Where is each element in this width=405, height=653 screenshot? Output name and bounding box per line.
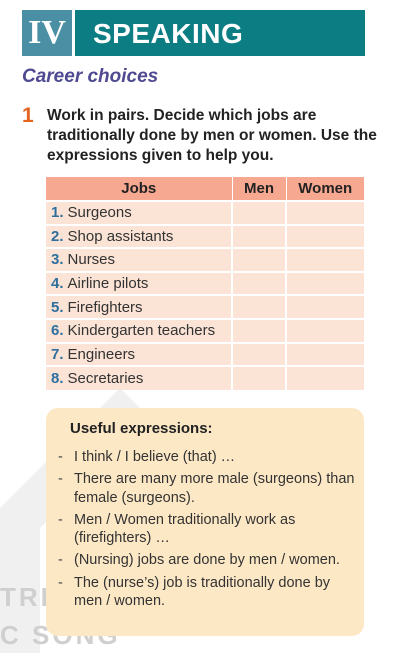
job-cell: 5. Firefighters [46, 294, 233, 319]
row-number: 1. [51, 204, 64, 222]
list-item: - There are many more male (surgeons) tha… [58, 470, 358, 507]
job-name: Secretaries [67, 369, 144, 387]
jobs-table: Jobs Men Women 1. Surgeons 2. Shop assista… [46, 177, 364, 390]
men-cell[interactable] [232, 365, 287, 390]
column-header-women: Women [286, 177, 364, 201]
row-number: 5. [51, 298, 64, 316]
task-instructions: Work in pairs. Decide which jobs are tra… [47, 107, 377, 164]
row-number: 3. [51, 251, 64, 269]
table-row: 4. Airline pilots [46, 270, 364, 296]
table-header-row: Jobs Men Women [46, 177, 364, 201]
column-header-jobs: Jobs [46, 177, 233, 201]
job-cell: 2. Shop assistants [46, 223, 233, 249]
table-row: 5. Firefighters [46, 294, 364, 319]
job-name: Airline pilots [67, 275, 149, 293]
row-number: 2. [51, 227, 64, 245]
job-name: Kindergarten teachers [67, 322, 216, 340]
table-row: 8. Secretaries [46, 365, 364, 390]
men-cell[interactable] [232, 270, 287, 296]
lesson-subtitle: Career choices [22, 66, 159, 87]
useful-expressions-title: Useful expressions: [70, 420, 213, 437]
women-cell[interactable] [286, 200, 364, 225]
job-cell: 6. Kindergarten teachers [46, 317, 233, 343]
table-row: 1. Surgeons [46, 200, 364, 225]
job-cell: 3. Nurses [46, 247, 233, 272]
women-cell[interactable] [286, 365, 364, 390]
section-numeral: IV [22, 10, 72, 56]
useful-expressions-box: Useful expressions: -I think / I believe… [46, 408, 364, 636]
women-cell[interactable] [286, 294, 364, 319]
men-cell[interactable] [232, 294, 287, 319]
table-row: 6. Kindergarten teachers [46, 317, 364, 343]
dash-bullet: - [58, 511, 63, 528]
expression-text: There are many more male (surgeons) than… [74, 471, 355, 506]
men-cell[interactable] [232, 223, 287, 249]
men-cell[interactable] [232, 341, 287, 367]
dash-bullet: - [58, 574, 63, 591]
job-cell: 7. Engineers [46, 341, 233, 367]
table-row: 7. Engineers [46, 341, 364, 367]
men-cell[interactable] [232, 200, 287, 225]
women-cell[interactable] [286, 223, 364, 249]
list-item: - (Nursing) jobs are done by men / women. [58, 551, 358, 570]
expression-text: The (nurse’s) job is traditionally done … [74, 574, 331, 610]
job-name: Shop assistants [67, 227, 174, 245]
list-item: - Men / Women traditionally work as (fire… [58, 511, 358, 548]
section-header: IV SPEAKING [22, 10, 365, 56]
dash-bullet: - [58, 449, 63, 465]
women-cell[interactable] [286, 341, 364, 367]
expression-text: Men / Women traditionally work as (firef… [74, 511, 296, 547]
column-header-men: Men [232, 177, 287, 201]
section-title: SPEAKING [75, 10, 365, 56]
women-cell[interactable] [286, 270, 364, 296]
job-name: Firefighters [67, 298, 143, 316]
job-name: Nurses [67, 251, 116, 269]
men-cell[interactable] [232, 247, 287, 272]
table-row: 2. Shop assistants [46, 223, 364, 249]
expression-text: I think / I believe (that) … [74, 449, 236, 465]
women-cell[interactable] [286, 247, 364, 272]
dash-bullet: - [58, 552, 63, 569]
row-number: 4. [51, 275, 64, 293]
row-number: 7. [51, 345, 64, 363]
list-item: -I think / I believe (that) … [58, 448, 358, 467]
job-name: Surgeons [67, 204, 132, 222]
dash-bullet: - [58, 471, 63, 488]
job-cell: 1. Surgeons [46, 200, 233, 225]
expressions-list: -I think / I believe (that) … - There are… [58, 448, 358, 614]
list-item: - The (nurse’s) job is traditionally done… [58, 574, 358, 611]
job-name: Engineers [67, 345, 136, 363]
job-cell: 8. Secretaries [46, 365, 233, 390]
expression-text: (Nursing) jobs are done by men / women. [74, 552, 340, 569]
row-number: 8. [51, 369, 64, 387]
men-cell[interactable] [232, 317, 287, 343]
job-cell: 4. Airline pilots [46, 270, 233, 296]
table-row: 3. Nurses [46, 247, 364, 272]
task-number: 1 [22, 104, 34, 127]
women-cell[interactable] [286, 317, 364, 343]
row-number: 6. [51, 322, 64, 340]
